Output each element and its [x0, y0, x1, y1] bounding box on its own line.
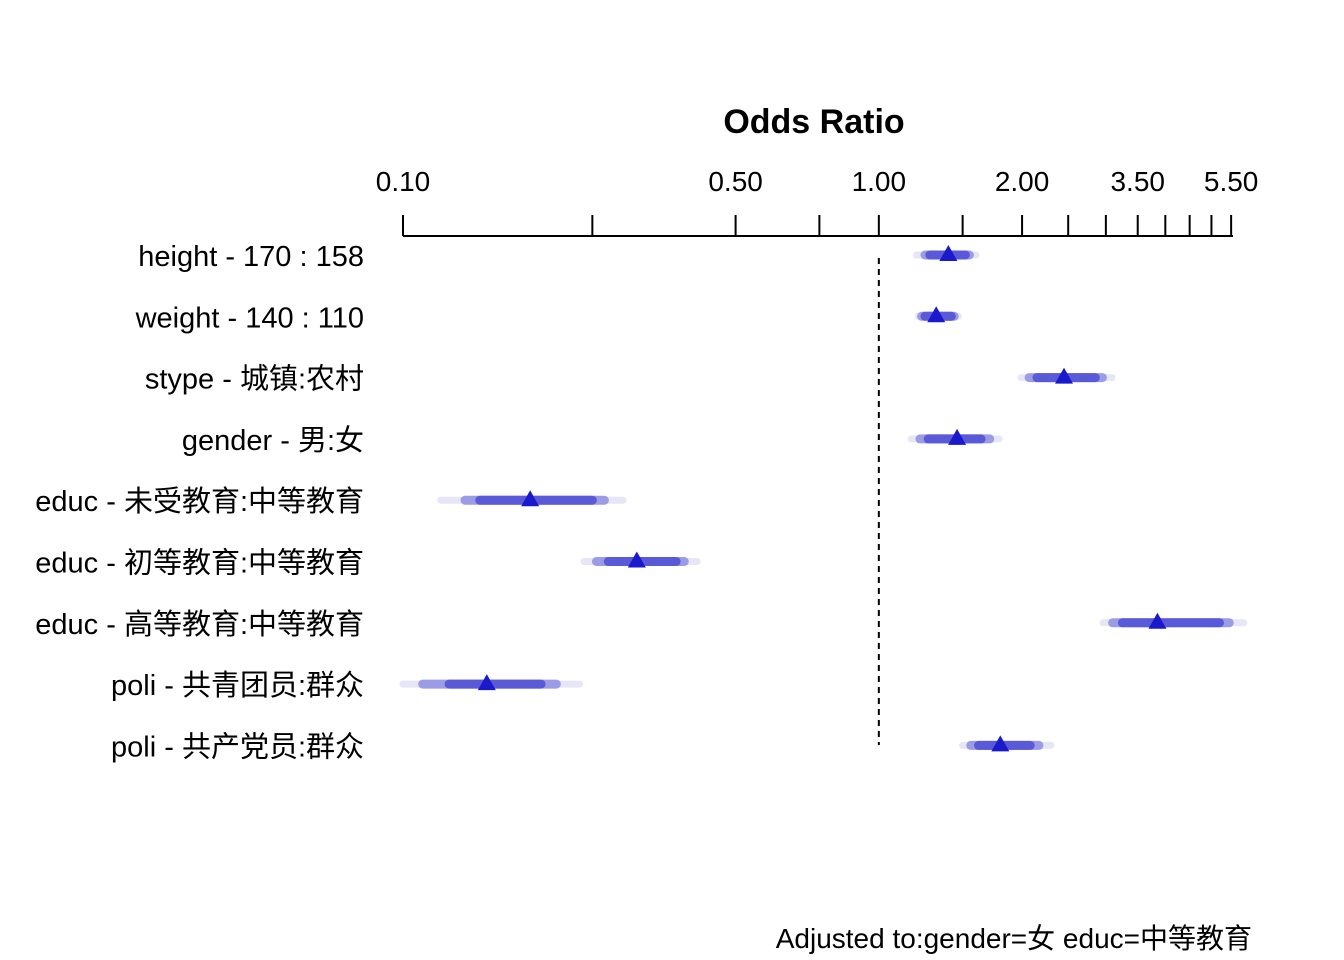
- forest-row: weight - 140 : 110: [135, 302, 962, 334]
- odds-ratio-point: [991, 735, 1010, 752]
- row-label: height - 170 : 158: [138, 241, 364, 273]
- odds-ratio-point: [927, 306, 946, 323]
- x-tick-label: 0.50: [708, 166, 763, 197]
- x-tick-label: 5.50: [1204, 166, 1259, 197]
- row-label: educ - 未受教育:中等教育: [35, 485, 364, 518]
- x-tick-label: 1.00: [852, 166, 907, 197]
- row-label: educ - 初等教育:中等教育: [35, 547, 364, 580]
- forest-row: height - 170 : 158: [138, 241, 980, 273]
- x-tick-label: 2.00: [995, 166, 1050, 197]
- forest-row: poli - 共青团员:群众: [111, 669, 584, 702]
- odds-ratio-point: [521, 490, 540, 507]
- odds-ratio-point: [1148, 612, 1167, 629]
- row-label: poli - 共产党员:群众: [111, 730, 364, 763]
- odds-ratio-point: [627, 551, 646, 568]
- x-tick-label: 0.10: [376, 166, 431, 197]
- row-label: gender - 男:女: [182, 424, 364, 457]
- adjusted-to-footnote: Adjusted to:gender=女 educ=中等教育: [776, 923, 1252, 954]
- row-label: weight - 140 : 110: [135, 302, 364, 334]
- row-label: poli - 共青团员:群众: [111, 669, 364, 702]
- forest-row: stype - 城镇:农村: [145, 363, 1116, 396]
- row-label: stype - 城镇:农村: [145, 363, 364, 396]
- chart-title: Odds Ratio: [723, 103, 904, 141]
- odds-ratio-point: [1055, 367, 1074, 384]
- x-axis: 0.10 0.50 1.00 2.00 3.50 5.50: [376, 166, 1259, 237]
- data-rows: height - 170 : 158 weight - 140 : 110 styp…: [35, 241, 1248, 763]
- x-tick-label: 3.50: [1110, 166, 1165, 197]
- forest-row: educ - 初等教育:中等教育: [35, 547, 701, 580]
- row-label: educ - 高等教育:中等教育: [35, 608, 364, 641]
- odds-ratio-point: [939, 245, 958, 261]
- odds-ratio-point: [477, 674, 496, 691]
- forest-row: educ - 未受教育:中等教育: [35, 485, 627, 518]
- forest-row: educ - 高等教育:中等教育: [35, 608, 1248, 641]
- odds-ratio-point: [948, 428, 967, 445]
- forest-row: gender - 男:女: [182, 424, 1003, 457]
- forest-row: poli - 共产党员:群众: [111, 730, 1055, 763]
